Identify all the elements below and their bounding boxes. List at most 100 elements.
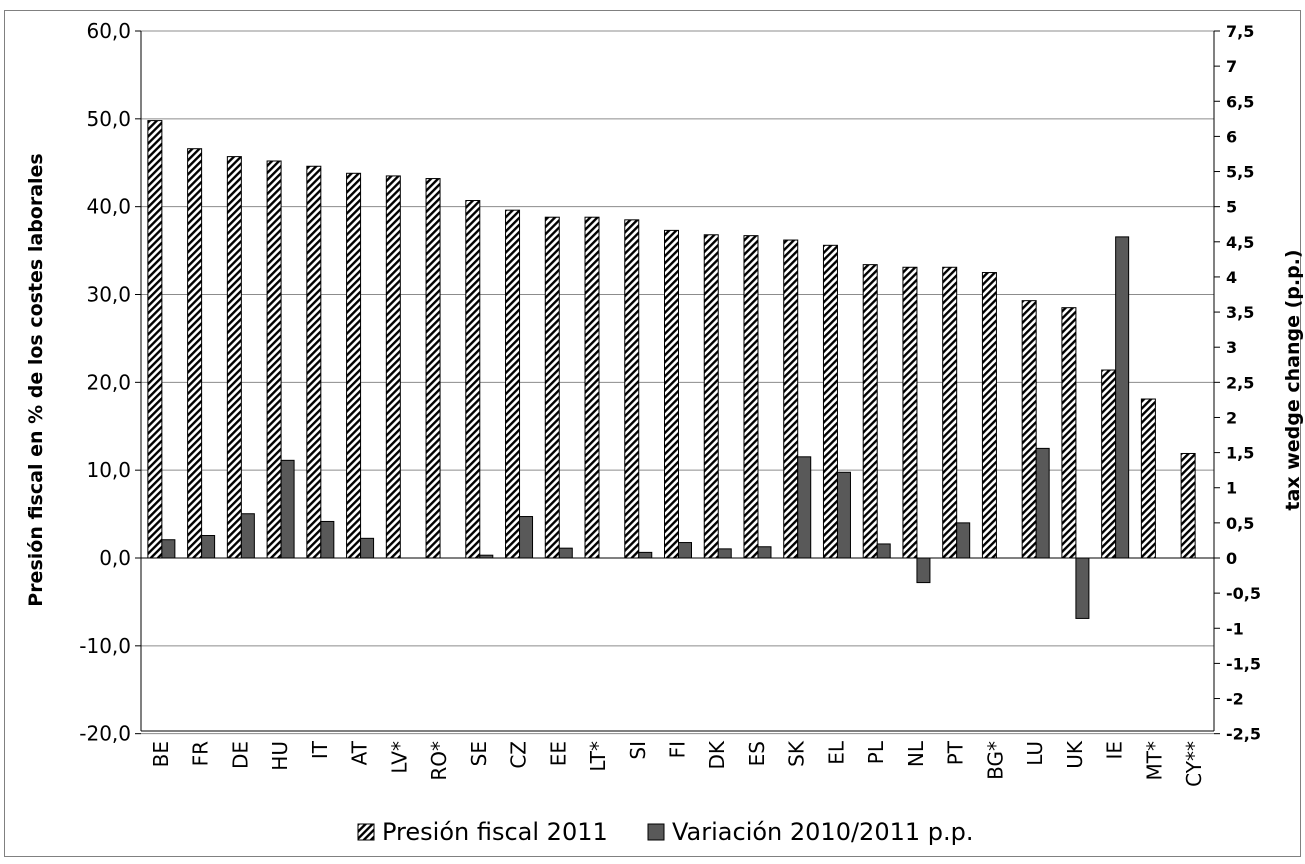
bar-presion-NL bbox=[902, 266, 918, 559]
bar-variacion-NL bbox=[916, 557, 931, 584]
bar-variacion-BE bbox=[161, 539, 176, 559]
bar-variacion-CZ bbox=[519, 516, 534, 559]
right-tick-label-13: 4 bbox=[1226, 268, 1237, 287]
right-tick-label-11: 3 bbox=[1226, 338, 1237, 357]
category-label-EL: EL bbox=[824, 740, 848, 765]
category-label-CY**: CY** bbox=[1182, 741, 1206, 787]
right-tick-label-12: 3,5 bbox=[1226, 303, 1254, 322]
category-label-PT: PT bbox=[944, 740, 968, 765]
left-tick-label-0: -20,0 bbox=[79, 722, 131, 746]
category-label-SI: SI bbox=[626, 741, 650, 760]
bar-presion-SE bbox=[465, 200, 481, 559]
left-tick-label-6: 40,0 bbox=[86, 195, 131, 219]
bar-presion-BG* bbox=[981, 272, 997, 559]
legend-label-variacion: Variación 2010/2011 p.p. bbox=[672, 818, 974, 846]
category-label-LV*: LV* bbox=[387, 741, 411, 774]
right-tick-label-0: -2,5 bbox=[1226, 725, 1261, 744]
bar-presion-FI bbox=[664, 229, 679, 559]
bar-presion-PT bbox=[942, 266, 958, 559]
right-tick-label-7: 1 bbox=[1226, 479, 1237, 498]
category-label-DK: DK bbox=[705, 740, 729, 769]
bar-presion-SI bbox=[624, 219, 640, 559]
category-label-NL: NL bbox=[904, 740, 928, 767]
category-label-RO*: RO* bbox=[427, 741, 451, 781]
category-label-LT*: LT* bbox=[586, 741, 610, 772]
bar-presion-LV* bbox=[385, 175, 401, 559]
right-tick-label-17: 6 bbox=[1226, 127, 1237, 146]
category-label-HU: HU bbox=[268, 741, 292, 771]
legend-swatch-hatched bbox=[357, 823, 375, 841]
right-tick-label-1: -2 bbox=[1226, 690, 1244, 709]
category-label-AT: AT bbox=[348, 740, 372, 765]
bar-presion-CY** bbox=[1180, 452, 1196, 559]
category-label-PL: PL bbox=[864, 740, 888, 764]
legend-label-presion: Presión fiscal 2011 bbox=[382, 818, 608, 846]
bar-presion-ES bbox=[743, 235, 759, 559]
category-label-ES: ES bbox=[745, 741, 769, 766]
category-label-IE: IE bbox=[1103, 741, 1127, 760]
bar-variacion-PL bbox=[876, 543, 891, 559]
right-tick-label-6: 0,5 bbox=[1226, 514, 1254, 533]
category-label-BE: BE bbox=[149, 741, 173, 767]
left-tick-label-5: 30,0 bbox=[86, 283, 131, 307]
right-axis-ticks: -2,5 -2 -1,5 -1 -0,5 0 0,5 1 1,5 2 2,5 3 3,5 4 4,5 5 5,5… bbox=[1226, 22, 1261, 744]
bar-presion-DK bbox=[703, 234, 719, 559]
category-label-MT*: MT* bbox=[1142, 741, 1166, 780]
right-tick-label-8: 1,5 bbox=[1226, 444, 1254, 463]
bar-presion-IE bbox=[1101, 369, 1117, 559]
legend-swatch-dark bbox=[647, 823, 665, 841]
right-tick-label-4: -0,5 bbox=[1226, 584, 1261, 603]
bars bbox=[147, 120, 1196, 619]
bar-presion-MT* bbox=[1140, 398, 1156, 559]
category-labels: BE FR DE HU IT AT LV* RO* SE CZ EE LT* SI FI DK ES SK EL P… bbox=[149, 740, 1206, 787]
chart-outer-border bbox=[4, 10, 1301, 857]
category-label-SE: SE bbox=[467, 741, 491, 766]
category-label-UK: UK bbox=[1063, 740, 1087, 769]
bar-presion-AT bbox=[346, 172, 362, 559]
bar-presion-LT* bbox=[584, 216, 600, 559]
left-tick-label-8: 60,0 bbox=[86, 19, 131, 43]
bar-variacion-DE bbox=[240, 513, 255, 559]
right-tick-label-20: 7,5 bbox=[1226, 22, 1254, 41]
bar-presion-FR bbox=[187, 148, 203, 559]
category-label-DE: DE bbox=[228, 741, 252, 769]
category-label-FI: FI bbox=[666, 741, 690, 758]
right-tick-label-3: -1 bbox=[1226, 619, 1244, 638]
bar-variacion-SI bbox=[638, 551, 653, 559]
left-tick-label-2: 0,0 bbox=[99, 546, 131, 570]
category-label-FR: FR bbox=[189, 741, 213, 767]
bar-variacion-HU bbox=[280, 459, 295, 559]
right-tick-label-15: 5 bbox=[1226, 198, 1237, 217]
right-tick-label-10: 2,5 bbox=[1226, 373, 1254, 392]
category-label-CZ: CZ bbox=[507, 741, 531, 769]
left-tick-label-3: 10,0 bbox=[86, 458, 131, 482]
category-label-IT: IT bbox=[308, 740, 332, 759]
legend: Presión fiscal 2011 Variación 2010/2011 … bbox=[357, 818, 974, 846]
category-label-SK: SK bbox=[785, 740, 809, 767]
right-tick-label-2: -1,5 bbox=[1226, 654, 1261, 673]
bar-variacion-SK bbox=[797, 456, 812, 559]
category-label-EE: EE bbox=[546, 741, 570, 766]
right-tick-label-14: 4,5 bbox=[1226, 233, 1254, 252]
left-tick-label-7: 50,0 bbox=[86, 107, 131, 131]
bar-variacion-EE bbox=[558, 547, 573, 559]
bar-presion-RO* bbox=[425, 178, 441, 559]
right-tick-label-18: 6,5 bbox=[1226, 92, 1254, 111]
bar-variacion-LU bbox=[1035, 447, 1050, 559]
bar-presion-LU bbox=[1021, 300, 1037, 559]
bar-variacion-DK bbox=[717, 548, 732, 559]
category-label-BG*: BG* bbox=[983, 741, 1007, 780]
left-tick-label-4: 20,0 bbox=[86, 370, 131, 394]
bar-presion-DE bbox=[226, 156, 242, 559]
bar-presion-EL bbox=[822, 244, 838, 559]
bar-variacion-UK bbox=[1075, 557, 1090, 619]
right-tick-label-19: 7 bbox=[1226, 57, 1237, 76]
bar-presion-SK bbox=[783, 239, 799, 559]
category-label-LU: LU bbox=[1023, 741, 1047, 766]
bar-presion-UK bbox=[1061, 307, 1077, 559]
left-axis-ticks: -20,0 -10,0 0,0 10,0 20,0 30,0 40,0 50,0 60,0 bbox=[79, 19, 131, 746]
bar-variacion-FR bbox=[201, 535, 216, 559]
bar-variacion-IE bbox=[1115, 236, 1130, 559]
